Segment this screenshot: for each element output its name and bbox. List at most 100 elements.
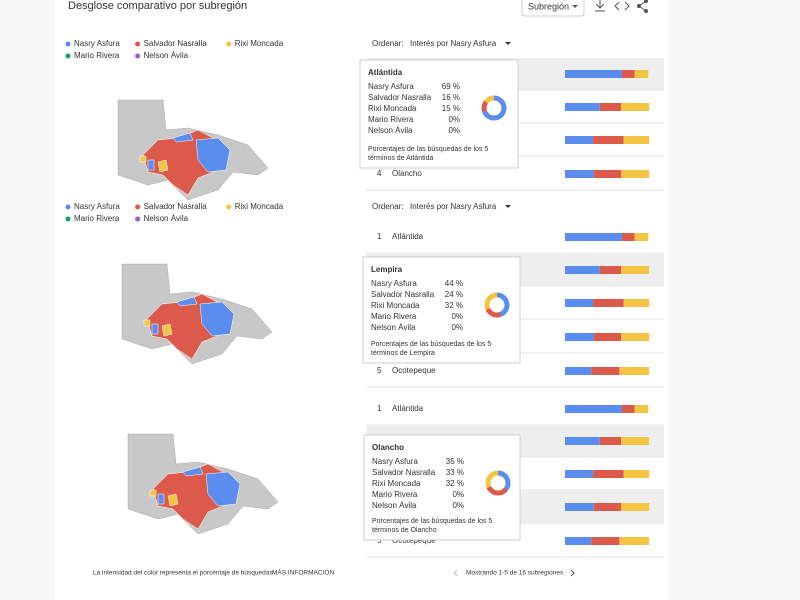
bar-segment (565, 170, 594, 178)
sort-value[interactable]: Interés por Nasry Asfura (410, 202, 497, 211)
bar-segment (621, 437, 650, 445)
map-region (149, 489, 179, 507)
bar-segment (565, 333, 594, 341)
prev-page[interactable] (453, 569, 458, 577)
tooltip-item-name: Mario Rivera (368, 115, 414, 124)
tooltip-item-value: 0% (452, 490, 464, 499)
footer-note: La intensidad del color representa el po… (93, 570, 273, 577)
row-name[interactable]: Ocotepeque (392, 536, 436, 545)
legend-swatch (135, 216, 141, 222)
tooltip-item-value: 32 % (446, 479, 464, 488)
bar-segment (621, 266, 650, 274)
row-rank: 4 (377, 169, 382, 178)
row-rank: 5 (377, 366, 382, 375)
note-line: términos de Lempira (371, 350, 435, 357)
tooltip-item-value: 33 % (446, 468, 464, 477)
bar-segment (599, 103, 622, 111)
bar-segment (634, 233, 649, 241)
tooltip-item-value: 35 % (446, 457, 464, 466)
bar-segment (621, 233, 635, 241)
sort-label: Ordenar: (372, 39, 404, 48)
tooltip-item-name: Salvador Nasralla (371, 290, 435, 299)
tooltip-item-name: Nasry Asfura (368, 82, 414, 91)
row-name[interactable]: Atlántida (392, 232, 424, 241)
legend-swatch (65, 53, 71, 59)
bar-segment (593, 333, 622, 341)
next-page[interactable] (570, 569, 575, 577)
bar-segment (621, 103, 650, 111)
tooltip (363, 434, 521, 541)
legend-label: Salvador Nasralla (144, 202, 208, 211)
tooltip-item-name: Rixi Moncada (371, 301, 420, 310)
map (121, 263, 273, 365)
tooltip-item-name: Nasry Asfura (371, 279, 417, 288)
donut-segment (485, 470, 511, 496)
bar-segment (565, 405, 622, 413)
bar-segment (565, 367, 592, 375)
bar-segment (619, 537, 650, 545)
bar-segment (634, 405, 649, 413)
bar-segment (593, 503, 622, 511)
bar-segment (565, 537, 592, 545)
legend-label: Nasry Asfura (74, 39, 120, 48)
tooltip-item-value: 0% (451, 312, 463, 321)
tooltip-item-value: 0% (451, 323, 463, 332)
tooltip-item-name: Nelson Ávila (371, 323, 416, 332)
region-button-label: Subregión (528, 1, 569, 11)
bar-segment (593, 136, 624, 144)
embed-icon[interactable] (614, 1, 630, 11)
legend-label: Nelson Ávila (144, 214, 189, 223)
tooltip-note: Porcentajes de las búsquedas de los 5 tér… (372, 518, 492, 534)
legend-swatch (65, 216, 71, 222)
donut-segment (481, 95, 507, 121)
bar-segment (565, 437, 600, 445)
tooltip-item-name: Nasry Asfura (372, 457, 418, 466)
legend-label: Rixi Moncada (235, 39, 284, 48)
note-line: términos de Atlántida (368, 155, 433, 162)
legend-label: Mario Rivera (74, 214, 120, 223)
note-line: Porcentajes de las búsquedas de los 5 (368, 146, 488, 153)
note-line: Porcentajes de las búsquedas de los 5 (372, 518, 492, 525)
sort-label: Ordenar: (372, 202, 404, 211)
donut-segment (484, 292, 510, 318)
download-icon[interactable] (595, 0, 605, 12)
footer-link[interactable]: MÁS INFORMACIÓN (272, 568, 334, 577)
tooltip-item-name: Nelson Ávila (368, 126, 413, 135)
row-name[interactable]: Ocotepeque (392, 366, 436, 375)
donut-segment (484, 292, 510, 318)
share-icon[interactable] (637, 0, 648, 13)
tooltip-item-value: 44 % (445, 279, 463, 288)
tooltip-item-name: Rixi Moncada (372, 479, 421, 488)
title: Desglose comparativo por subregión (68, 0, 247, 12)
bar-segment (593, 170, 622, 178)
tooltip-item-name: Nelson Ávila (372, 501, 417, 510)
donut-segment (485, 470, 511, 496)
region-button[interactable] (521, 0, 585, 17)
row-name[interactable]: Olancho (392, 169, 422, 178)
row-name[interactable]: Atlántida (392, 404, 424, 413)
bar-segment (634, 70, 649, 78)
bar-segment (565, 266, 600, 274)
sort-value[interactable]: Interés por Nasry Asfura (410, 39, 497, 48)
bar-segment (565, 70, 622, 78)
tooltip-item-name: Salvador Nasralla (368, 93, 432, 102)
tooltip-item-value: 16 % (442, 93, 460, 102)
tooltip-item-value: 69 % (442, 82, 460, 91)
sort-arrow (505, 42, 511, 45)
bar-segment (565, 470, 594, 478)
bar-segment (591, 367, 620, 375)
tooltip-item-name: Mario Rivera (372, 490, 418, 499)
bar-segment (619, 367, 650, 375)
bar-segment (621, 405, 635, 413)
row-rank: 1 (377, 232, 382, 241)
legend-swatch (65, 204, 71, 210)
legend-swatch (135, 41, 141, 47)
bar-segment (623, 470, 650, 478)
tooltip (359, 59, 519, 169)
pagination: Mostrando 1-5 de 16 subregiones (466, 570, 564, 577)
row-rank: 1 (377, 404, 382, 413)
note-line: Porcentajes de las búsquedas de los 5 (371, 341, 491, 348)
legend-swatch (65, 41, 71, 47)
tooltip-item-name: Rixi Moncada (368, 104, 417, 113)
